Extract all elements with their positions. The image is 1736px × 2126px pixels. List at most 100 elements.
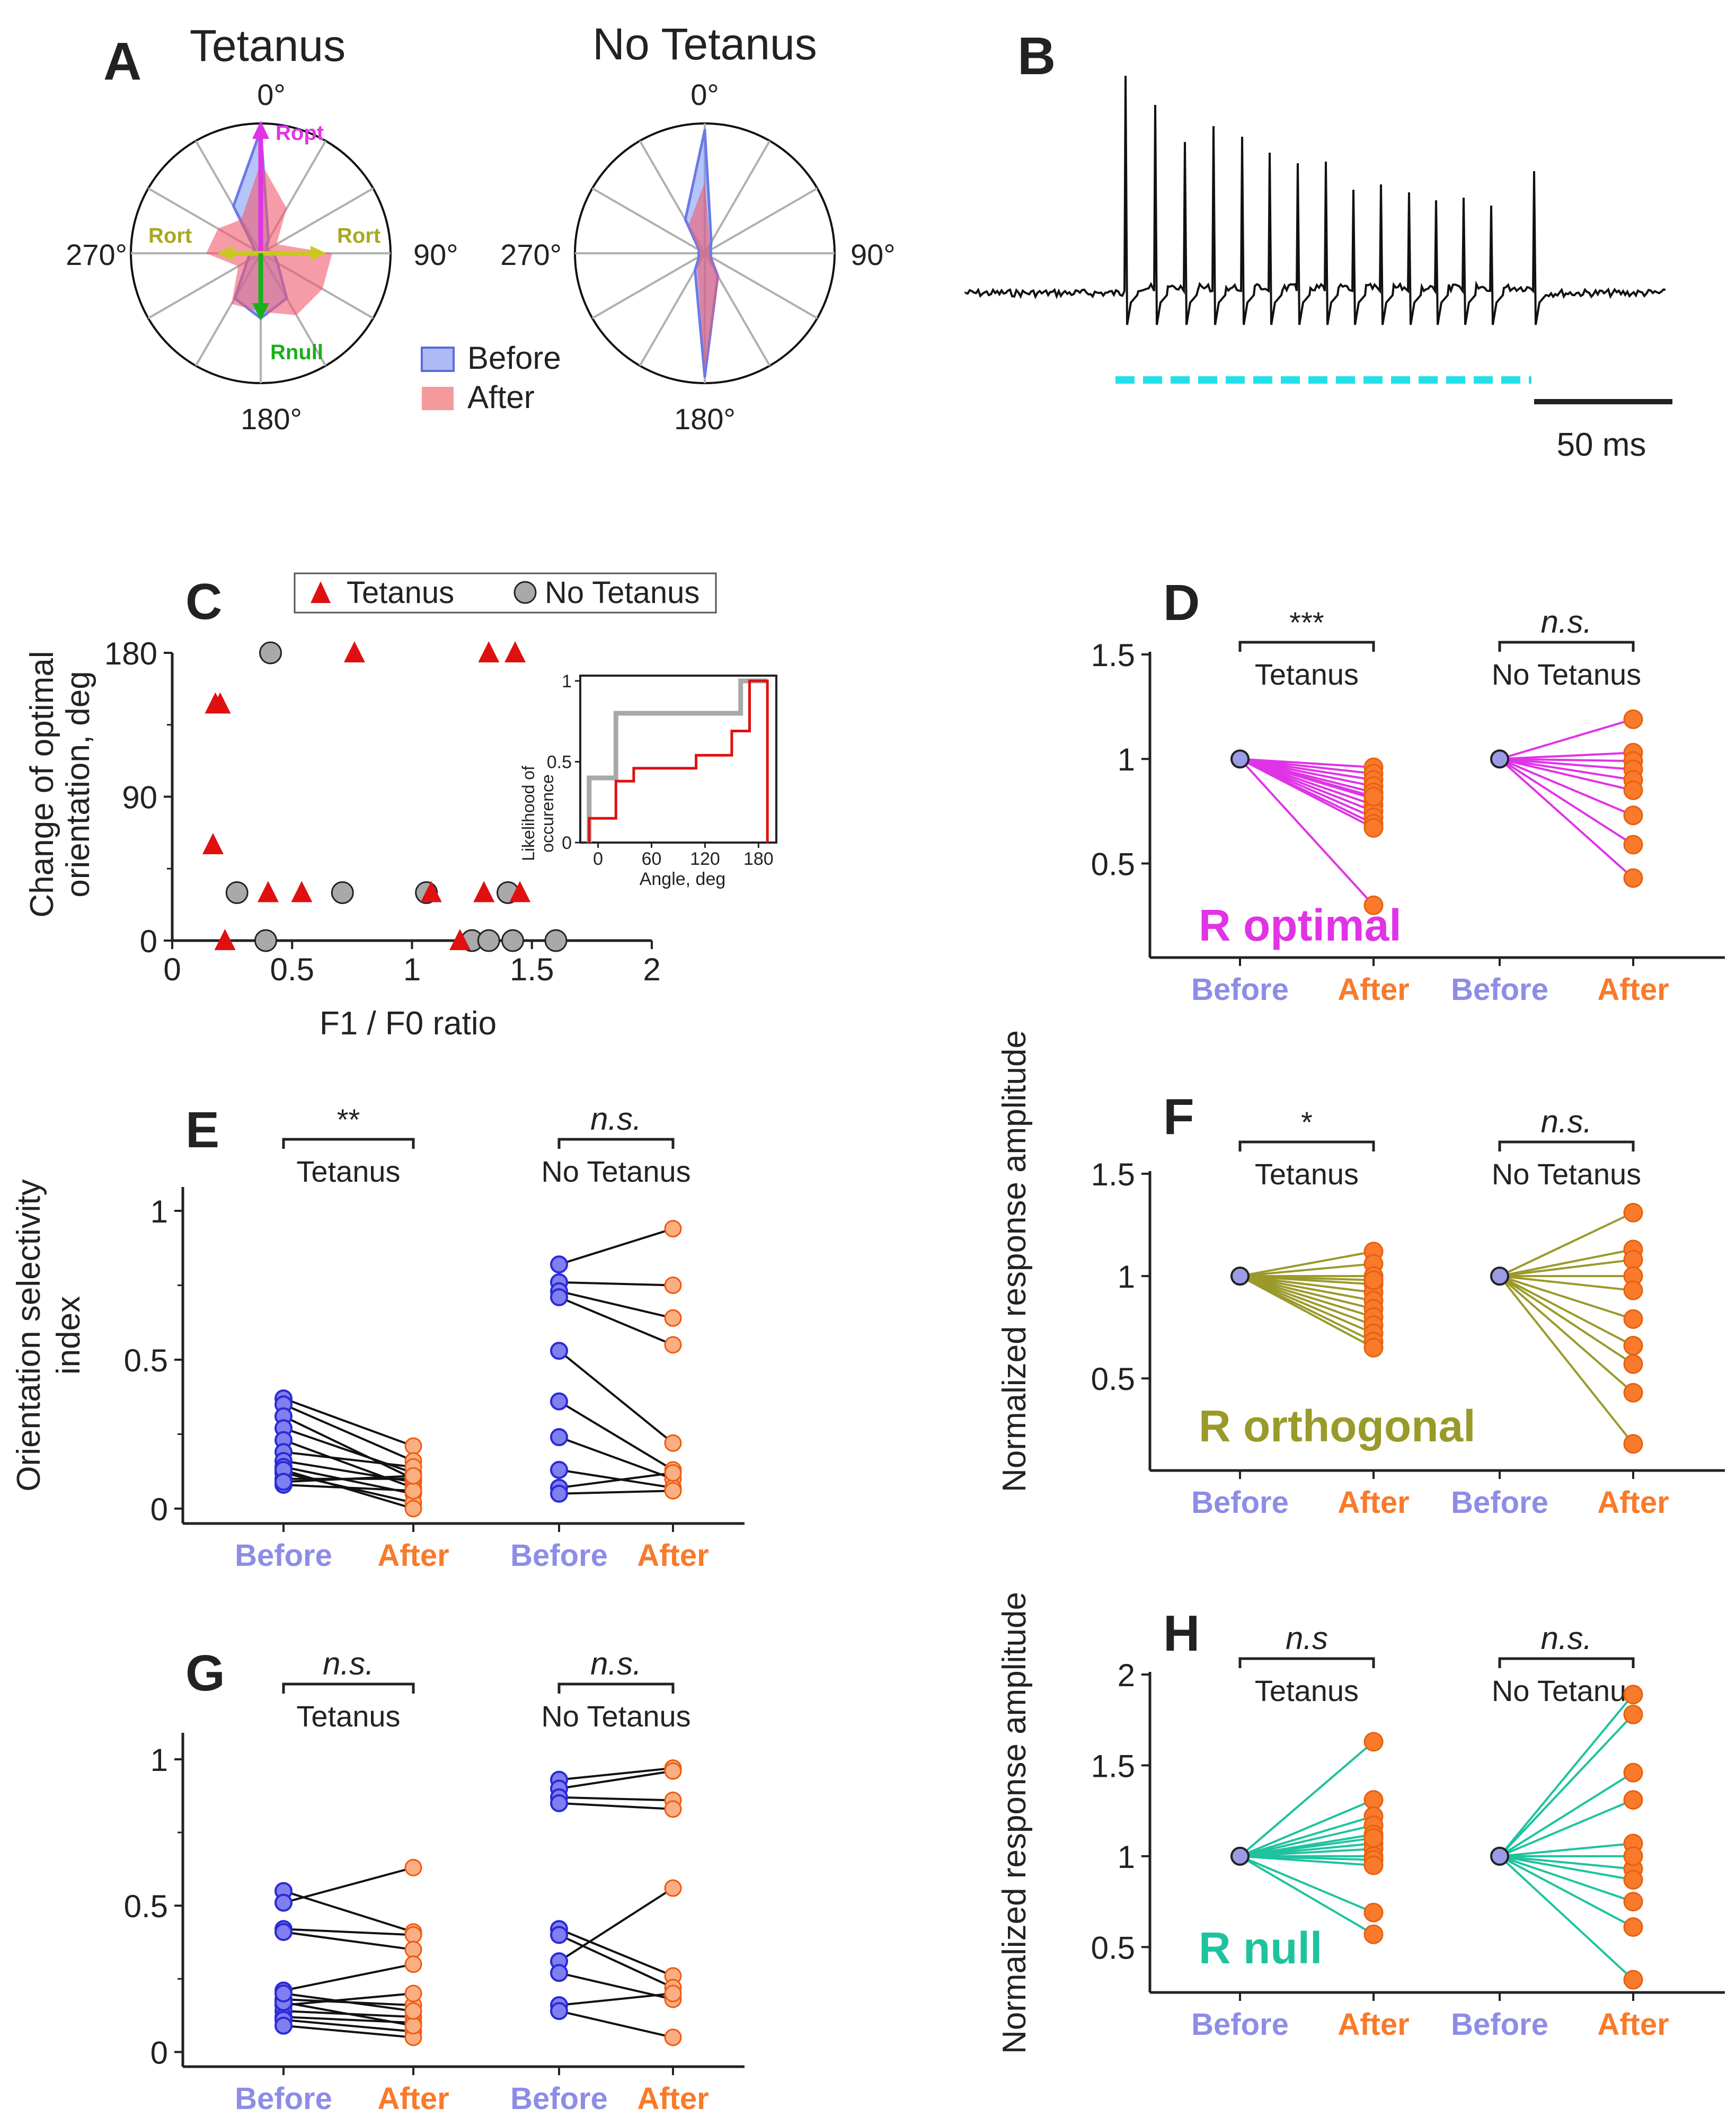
paired-connector	[283, 1451, 414, 1468]
significance-bracket	[557, 1682, 675, 1694]
polar-series-after	[206, 162, 332, 315]
polar1-angle-270: 270°	[66, 238, 127, 271]
paired-connector	[1499, 758, 1634, 879]
after-point	[1623, 1790, 1643, 1810]
paired-connector	[1499, 1855, 1634, 1928]
panel-letter: D	[1163, 574, 1200, 631]
paired-y-tick-label: 0	[150, 1492, 168, 1527]
paired-y-tick-label: 1.5	[1091, 1748, 1135, 1784]
paired-connector	[1499, 1275, 1634, 1321]
x-label-before: Before	[510, 1538, 608, 1573]
paired-connector	[559, 2010, 674, 2039]
paired-connector	[283, 1415, 414, 1480]
paired-connector	[1239, 1275, 1374, 1318]
paired-y-tick-label: 0.5	[124, 1889, 168, 1924]
paired-connector	[1499, 758, 1634, 781]
polar-spoke	[591, 187, 705, 254]
polar2-angle-90: 90°	[851, 238, 896, 271]
paired-connector	[1499, 758, 1634, 763]
paired-connector	[1499, 1771, 1634, 1857]
paired-connector	[283, 1475, 414, 1483]
paired-connector	[559, 1802, 674, 1810]
c-y-tick-label: 0	[140, 924, 157, 959]
x-label-after: After	[637, 1538, 708, 1573]
significance-label: n.s.	[1541, 604, 1592, 640]
paired-connector	[1499, 1855, 1634, 1903]
paired-connector	[1239, 1275, 1374, 1281]
polar2-angle-180: 180°	[674, 402, 736, 436]
after-point	[664, 1762, 682, 1780]
paired-connector	[283, 1403, 414, 1462]
paired-y-tick-label: 1	[150, 1194, 168, 1229]
paired-connector	[559, 1796, 674, 1802]
c-point-no-tetanus	[544, 929, 568, 952]
rort-label-right: Rort	[337, 224, 380, 247]
panel-e-ylabel-line1: Orientation selectivity	[11, 1179, 47, 1491]
group-label: Tetanus	[1255, 658, 1359, 691]
before-point	[550, 1964, 568, 1982]
after-point	[1623, 1250, 1643, 1270]
paired-connector	[559, 1296, 674, 1346]
paired-connector	[1499, 1259, 1634, 1278]
paired-connector	[559, 1934, 674, 1989]
paired-y-tick-label: 0	[150, 2035, 168, 2070]
polar1-angle-90: 90°	[413, 238, 458, 271]
paired-connector	[1499, 1211, 1634, 1277]
paired-connector	[1499, 1275, 1634, 1365]
legend-no-tetanus-marker	[513, 581, 537, 604]
inset-step-chart: 0 60 120 180 0 0.5 1	[547, 671, 777, 869]
paired-connector	[283, 1483, 414, 1492]
paired-chart-f: 0.5 1 1.5 F * Tetanus Before After n.s. No Tetanu…	[1091, 1088, 1725, 1520]
group-label: No Tetanus	[541, 1699, 690, 1733]
group-label: No Tetanus	[541, 1155, 690, 1188]
x-label-before: Before	[1451, 972, 1548, 1007]
c-point-no-tetanus	[477, 929, 500, 952]
after-point	[1623, 1917, 1643, 1937]
c-point-tetanus	[343, 641, 365, 662]
legend-after-swatch	[422, 387, 454, 410]
after-point	[404, 1500, 422, 1518]
paired-y-tick-label: 1	[150, 1742, 168, 1778]
paired-chart-h: 0.5 1 1.5 2H n.s Tetanus Before After n.s. No Tet…	[1091, 1605, 1725, 2042]
paired-connector	[559, 1227, 674, 1266]
after-point	[664, 1482, 682, 1500]
x-label-before: Before	[235, 1538, 332, 1573]
c-point-tetanus	[209, 692, 231, 714]
after-point	[1363, 1732, 1384, 1752]
paired-connector	[559, 1490, 674, 1495]
paired-connector	[283, 1992, 414, 2006]
paired-connector	[1499, 1248, 1634, 1278]
inset-frame	[579, 675, 777, 844]
paired-connector	[1239, 1262, 1374, 1278]
before-point	[274, 1984, 293, 2003]
paired-connector	[1239, 1275, 1374, 1335]
after-point	[1623, 709, 1643, 729]
x-label-before: Before	[1191, 972, 1289, 1007]
c-point-tetanus	[258, 881, 279, 902]
c-x-tick-label: 2	[643, 952, 660, 987]
x-label-after: After	[637, 2081, 708, 2116]
after-point	[1623, 1892, 1643, 1912]
before-point	[1230, 1266, 1250, 1286]
before-point	[274, 1923, 293, 1941]
after-point	[664, 1879, 682, 1897]
significance-bracket	[557, 1138, 675, 1149]
after-point	[404, 2017, 422, 2035]
x-label-after: After	[1338, 1485, 1409, 1520]
paired-connector	[1499, 1694, 1634, 1857]
after-point	[1363, 1855, 1384, 1875]
paired-connector	[558, 1350, 674, 1444]
c-point-tetanus	[473, 881, 495, 902]
legend-before-label: Before	[467, 340, 561, 376]
significance-label: n.s	[1286, 1620, 1328, 1656]
c-x-tick-label: 0	[163, 952, 181, 987]
polar2-angle-0: 0°	[690, 78, 719, 111]
significance-bracket	[1498, 641, 1635, 652]
panel-e-ylabel-line2: index	[50, 1296, 87, 1375]
x-label-after: After	[1597, 2007, 1669, 2042]
x-label-after: After	[1338, 972, 1409, 1007]
significance-label: n.s.	[323, 1646, 374, 1681]
x-label-before: Before	[235, 2081, 332, 2116]
panel-letter: G	[185, 1645, 225, 1702]
